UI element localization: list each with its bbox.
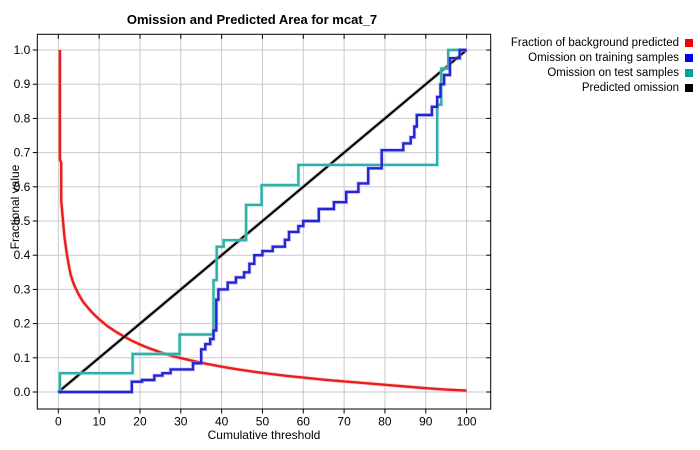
y-tick-label: 0.8 [14,111,31,125]
y-axis-title: Fractional value [8,164,22,250]
x-axis-title: Cumulative threshold [207,428,321,442]
x-tick-label: 20 [133,415,147,429]
series-omission-on-test-samples [58,48,467,394]
legend-item: Predicted omission [511,80,693,95]
x-tick-label: 70 [337,415,351,429]
x-tick-label: 50 [256,415,270,429]
legend-label: Fraction of background predicted [510,36,679,49]
chart-title: Omission and Predicted Area for mcat_7 [126,12,378,27]
plot-border [36,33,492,410]
x-tick-label: 80 [378,415,392,429]
legend-label: Predicted omission [581,81,679,94]
series-fraction-of-background-predicted [58,50,467,392]
legend-item: Omission on test samples [511,65,693,80]
y-tick-label: 0.4 [14,248,31,262]
y-tick-label: 0.3 [14,282,31,296]
x-tick-label: 100 [457,415,477,429]
x-tick-label: 30 [174,415,188,429]
x-tick-label: 90 [419,415,433,429]
legend-label: Omission on test samples [547,66,679,79]
legend: Fraction of background predicted Omission… [511,35,693,95]
series-predicted-omission [57,49,468,393]
x-tick-label: 0 [55,415,62,429]
y-tick-label: 0.5 [14,214,31,228]
y-tick-label: 1.0 [14,43,31,57]
y-tick-label: 0.6 [14,180,31,194]
legend-item: Omission on training samples [511,50,693,65]
x-tick-label: 60 [297,415,311,429]
legend-swatch-icon [685,38,693,47]
y-tick-label: 0.7 [14,146,31,160]
legend-swatch-icon [685,53,693,62]
legend-label: Omission on training samples [528,51,679,64]
x-tick-label: 10 [92,415,106,429]
y-tick-label: 0.2 [14,317,31,331]
series-omission-on-training-samples [58,48,467,394]
legend-item: Fraction of background predicted [511,35,693,50]
legend-swatch-icon [685,83,693,92]
y-tick-label: 0.1 [14,351,31,365]
legend-swatch-icon [685,68,693,77]
x-tick-label: 40 [215,415,229,429]
y-tick-label: 0.0 [14,385,31,399]
y-tick-label: 0.9 [14,77,31,91]
